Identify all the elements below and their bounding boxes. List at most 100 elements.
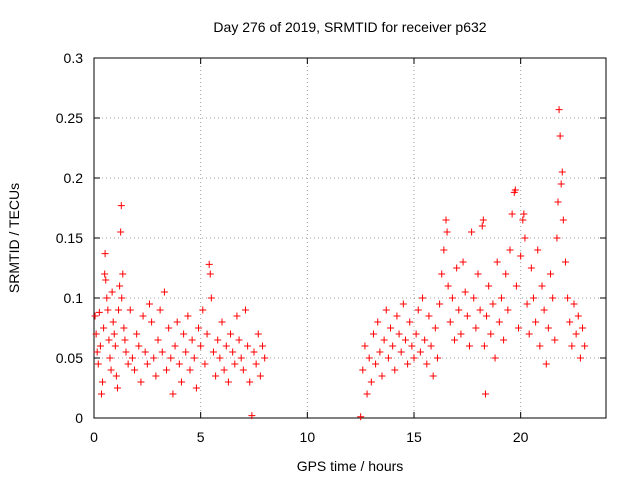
data-point: [376, 348, 384, 356]
data-point: [555, 106, 563, 114]
data-point: [465, 342, 473, 350]
data-point: [506, 246, 514, 254]
y-axis-label: SRMTID / TECUs: [6, 183, 22, 293]
data-point: [97, 390, 105, 398]
x-tick-label: 20: [513, 429, 529, 445]
data-point: [554, 198, 562, 206]
data-point: [500, 336, 508, 344]
data-point: [570, 300, 578, 308]
y-tick-label: 0.05: [56, 350, 83, 366]
data-point: [491, 354, 499, 362]
data-point: [203, 330, 211, 338]
data-point: [119, 270, 127, 278]
data-point: [515, 324, 523, 332]
data-point: [171, 342, 179, 350]
data-point: [581, 342, 589, 350]
data-point: [188, 336, 196, 344]
data-point: [156, 306, 164, 314]
data-point: [128, 354, 136, 362]
data-point: [244, 342, 252, 350]
data-point: [423, 360, 431, 368]
data-point: [451, 336, 459, 344]
data-point: [408, 342, 416, 350]
data-point: [190, 354, 198, 362]
data-point: [361, 342, 369, 350]
data-point: [427, 342, 435, 350]
data-point: [410, 354, 418, 362]
data-point: [254, 330, 262, 338]
x-tick-label: 15: [406, 429, 422, 445]
data-point: [259, 342, 267, 350]
data-point: [250, 348, 258, 356]
data-point: [544, 324, 552, 332]
data-point: [416, 348, 424, 356]
data-point: [508, 210, 516, 218]
chart-title: Day 276 of 2019, SRMTID for receiver p63…: [213, 19, 486, 35]
data-point: [229, 348, 237, 356]
data-point: [231, 360, 239, 368]
data-point: [378, 372, 386, 380]
data-point: [433, 354, 441, 362]
axis-ticks: 0 0.05 0.1 0.15 0.2 0.25 0.3 0 5 10 15 20: [56, 50, 606, 445]
data-point: [540, 306, 548, 314]
data-point: [478, 222, 486, 230]
data-point: [192, 384, 200, 392]
data-point: [116, 282, 124, 290]
data-point: [470, 294, 478, 302]
data-point: [564, 294, 572, 302]
data-point: [421, 336, 429, 344]
data-point: [201, 360, 209, 368]
grid: [94, 58, 606, 418]
data-point: [380, 336, 388, 344]
data-point: [195, 324, 203, 332]
data-point: [401, 336, 409, 344]
x-axis-label: GPS time / hours: [297, 458, 404, 474]
data-point: [218, 318, 226, 326]
data-point: [246, 378, 254, 386]
y-tick-label: 0.3: [64, 50, 84, 66]
x-tick-label: 5: [197, 429, 205, 445]
data-point: [175, 360, 183, 368]
data-point: [553, 234, 561, 242]
data-point: [425, 312, 433, 320]
data-point: [158, 348, 166, 356]
data-point: [502, 270, 510, 278]
data-point: [520, 210, 528, 218]
data-point: [367, 378, 375, 386]
x-tick-label: 0: [90, 429, 98, 445]
data-point: [438, 270, 446, 278]
data-point: [145, 300, 153, 308]
data-point: [94, 360, 102, 368]
data-point: [457, 330, 465, 338]
data-point: [143, 360, 151, 368]
data-point: [497, 294, 505, 302]
data-point: [391, 366, 399, 374]
data-point: [93, 348, 101, 356]
data-point: [480, 342, 488, 350]
data-point: [233, 312, 241, 320]
data-point: [207, 294, 215, 302]
data-point: [493, 258, 501, 266]
data-point: [504, 306, 512, 314]
data-point: [479, 216, 487, 224]
data-point: [521, 234, 529, 242]
data-point: [160, 288, 168, 296]
data-point: [517, 252, 525, 260]
data-point: [574, 312, 582, 320]
data-point: [429, 372, 437, 380]
data-point: [154, 336, 162, 344]
data-point: [579, 324, 587, 332]
data-point: [359, 366, 367, 374]
data-point: [206, 270, 214, 278]
data-point: [483, 312, 491, 320]
y-tick-label: 0: [75, 410, 83, 426]
data-point: [446, 318, 454, 326]
data-point: [252, 360, 260, 368]
data-point: [102, 276, 110, 284]
data-point: [406, 318, 414, 326]
x-tick-label: 10: [300, 429, 316, 445]
data-point: [412, 330, 420, 338]
data-point: [92, 330, 100, 338]
data-point: [131, 366, 139, 374]
data-point: [105, 336, 113, 344]
